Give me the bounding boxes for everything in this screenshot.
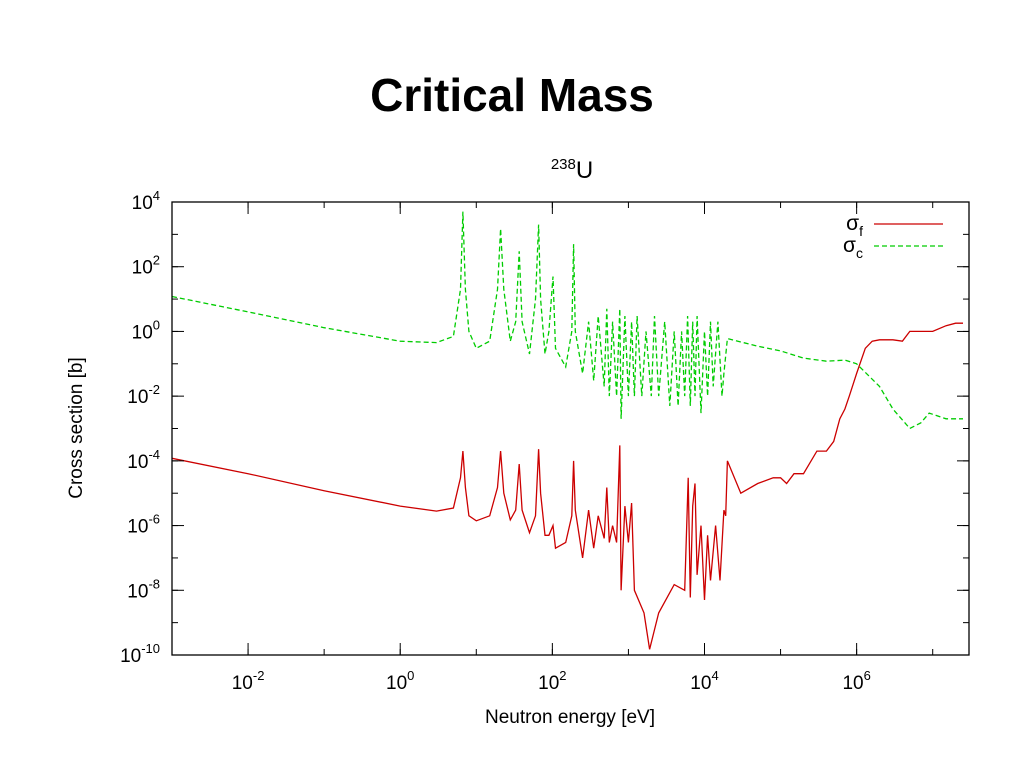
y-tick-label: 10-2 [127,382,160,408]
chart-title-superscript: 238 [551,156,576,173]
y-tick-label: 100 [132,317,160,343]
y-tick-label: 10-8 [127,576,160,602]
x-axis-label: Neutron energy [eV] [485,707,655,728]
legend-label-c: σc [843,234,863,261]
chart-title: 238U [551,156,593,184]
chart-title-text: U [576,157,593,184]
x-tick-label: 106 [842,668,870,694]
series-line-f [172,322,963,650]
y-tick-label: 10-4 [127,447,160,473]
y-tick-label: 10-10 [120,641,160,667]
y-tick-label: 102 [132,253,160,279]
y-axis-label: Cross section [b] [66,357,87,499]
y-tick-label: 10-6 [127,512,160,538]
series-line-c [172,211,963,430]
y-tick-label: 104 [132,188,160,214]
legend-label-f: σf [846,212,863,239]
x-tick-label: 100 [386,668,414,694]
x-tick-label: 104 [690,668,718,694]
x-tick-label: 10-2 [232,668,265,694]
slide-title: Critical Mass [370,69,654,121]
x-tick-label: 102 [538,668,566,694]
plot-frame [171,201,970,656]
